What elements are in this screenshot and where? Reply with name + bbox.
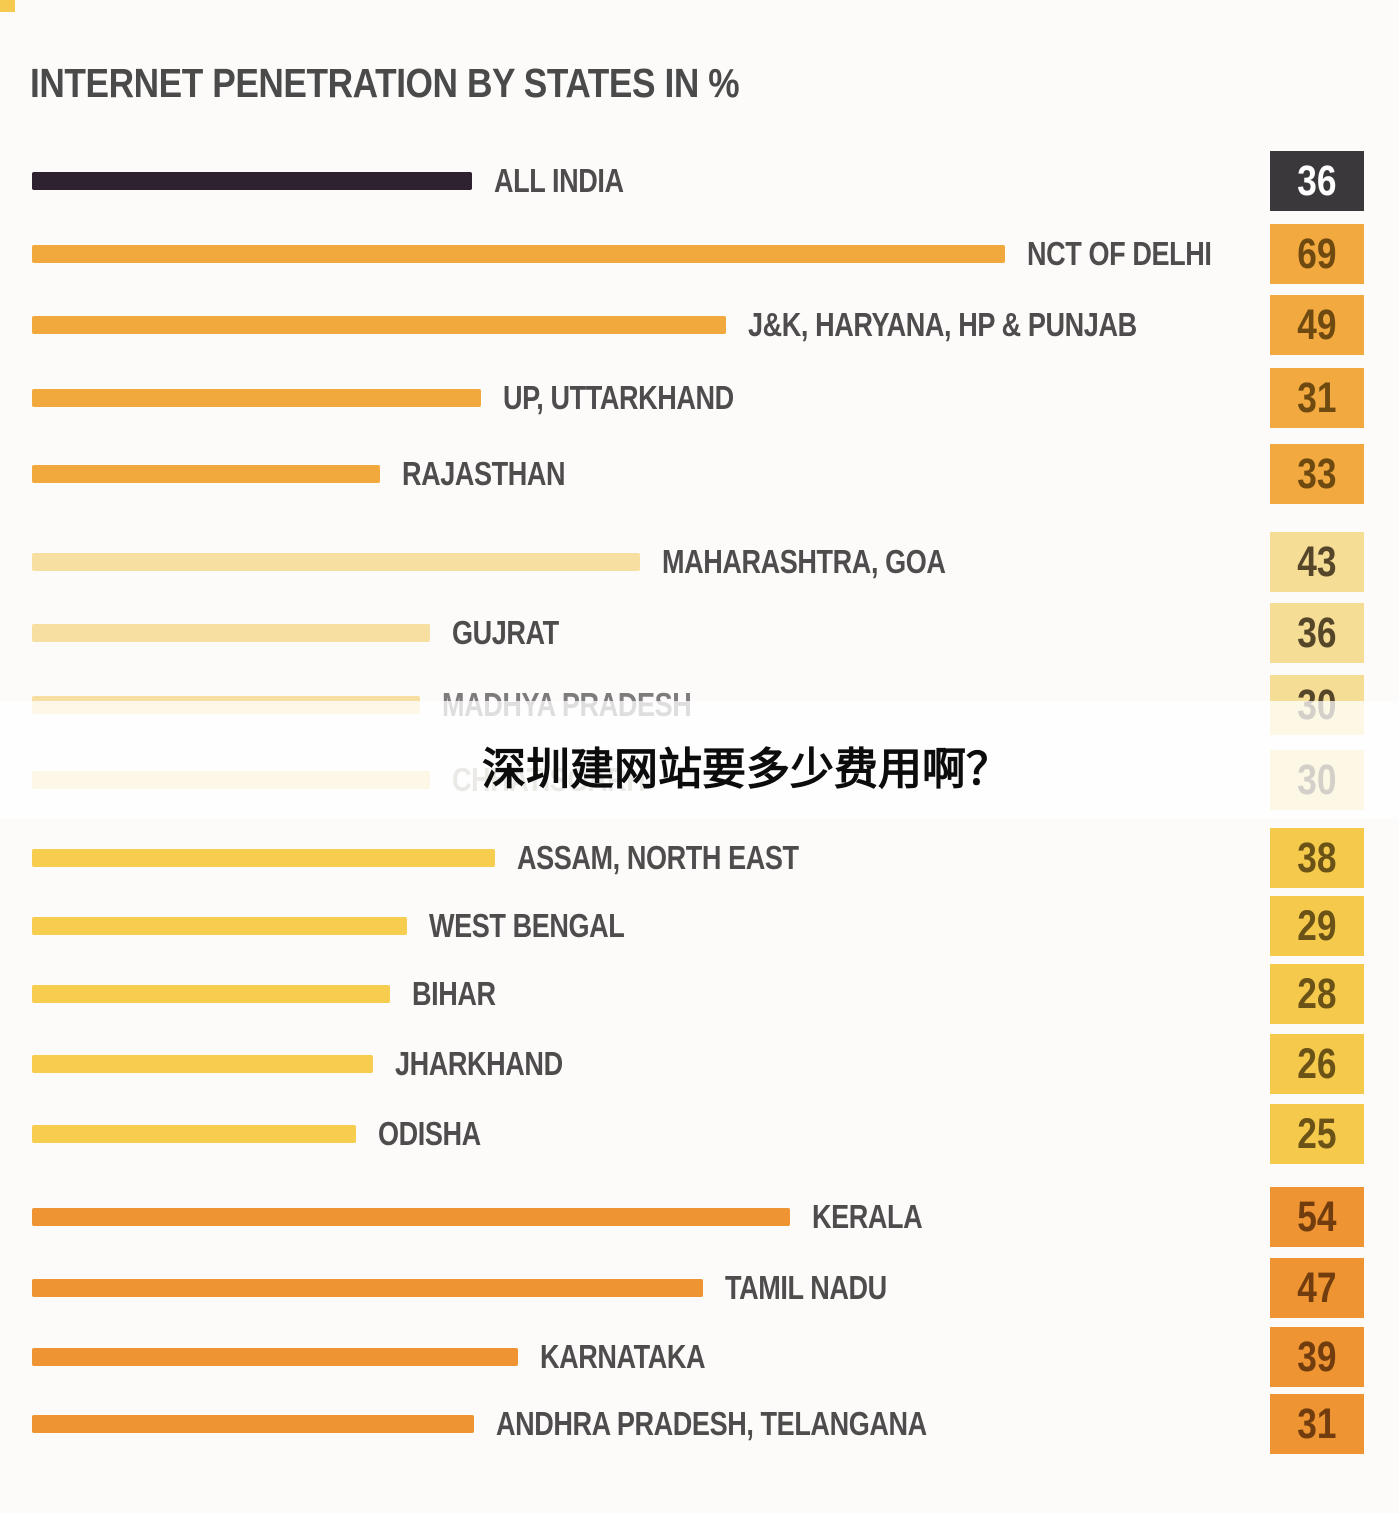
value-badge: 36	[1270, 603, 1364, 663]
value-badge: 28	[1270, 964, 1364, 1024]
state-label-text: ANDHRA PRADESH, TELANGANA	[496, 1405, 927, 1442]
state-label-text: ALL INDIA	[494, 162, 624, 199]
value-badge: 39	[1270, 1327, 1364, 1387]
state-bar	[32, 1348, 518, 1366]
value-badge: 31	[1270, 1394, 1364, 1454]
value-badge-number: 25	[1297, 1109, 1337, 1158]
state-label: KARNATAKA	[540, 1338, 741, 1376]
state-bar	[32, 624, 430, 642]
state-label: ODISHA	[378, 1115, 503, 1153]
state-label-text: J&K, HARYANA, HP & PUNJAB	[748, 306, 1137, 343]
state-label-text: ODISHA	[378, 1115, 481, 1152]
value-badge-number: 69	[1297, 229, 1337, 278]
state-bar	[32, 465, 380, 483]
state-bar	[32, 1125, 356, 1143]
value-badge: 31	[1270, 368, 1364, 428]
value-badge-number: 39	[1297, 1332, 1337, 1381]
value-badge: 38	[1270, 828, 1364, 888]
state-label-text: UP, UTTARKHAND	[503, 379, 734, 416]
state-bar	[32, 245, 1005, 263]
state-label-text: BIHAR	[412, 975, 496, 1012]
value-badge-number: 29	[1297, 901, 1337, 950]
value-badge-number: 36	[1297, 156, 1337, 205]
state-label-text: TAMIL NADU	[725, 1269, 887, 1306]
state-label: WEST BENGAL	[429, 907, 667, 945]
chart-title-text: INTERNET PENETRATION BY STATES IN %	[30, 60, 740, 106]
overlay-caption-text: 深圳建网站要多少费用啊？	[482, 745, 1010, 794]
state-label-text: ASSAM, NORTH EAST	[517, 839, 799, 876]
state-bar	[32, 917, 407, 935]
value-badge: 33	[1270, 444, 1364, 504]
value-badge-number: 31	[1297, 373, 1337, 422]
state-label-text: RAJASTHAN	[402, 455, 566, 492]
value-badge: 25	[1270, 1104, 1364, 1164]
state-bar	[32, 553, 640, 571]
chart-title: INTERNET PENETRATION BY STATES IN %	[30, 60, 855, 107]
state-label: MAHARASHTRA, GOA	[662, 543, 1008, 581]
value-badge-number: 49	[1297, 300, 1337, 349]
state-label: RAJASTHAN	[402, 455, 601, 493]
state-label: ASSAM, NORTH EAST	[517, 839, 861, 877]
value-badge-number: 28	[1297, 969, 1337, 1018]
state-label-text: KERALA	[812, 1198, 923, 1235]
state-label: ANDHRA PRADESH, TELANGANA	[496, 1405, 1021, 1443]
value-badge: 69	[1270, 224, 1364, 284]
value-badge-number: 26	[1297, 1039, 1337, 1088]
watermark-band: 深圳建网站要多少费用啊？	[0, 701, 1399, 819]
value-badge: 54	[1270, 1187, 1364, 1247]
value-badge-number: 31	[1297, 1399, 1337, 1448]
state-label: GUJRAT	[452, 614, 582, 652]
state-bar	[32, 172, 472, 190]
corner-yellow-mark	[0, 0, 15, 12]
state-label-text: NCT OF DELHI	[1027, 235, 1212, 272]
value-badge-number: 47	[1297, 1263, 1337, 1312]
value-badge-number: 38	[1297, 833, 1337, 882]
state-bar	[32, 1415, 474, 1433]
state-label-text: KARNATAKA	[540, 1338, 706, 1375]
state-bar	[32, 1055, 373, 1073]
state-bar	[32, 849, 495, 867]
state-label: JHARKHAND	[395, 1045, 600, 1083]
state-label-text: GUJRAT	[452, 614, 559, 651]
state-bar	[32, 1208, 790, 1226]
value-badge-number: 36	[1297, 608, 1337, 657]
value-badge: 26	[1270, 1034, 1364, 1094]
state-bar	[32, 316, 726, 334]
state-label: J&K, HARYANA, HP & PUNJAB	[748, 306, 1222, 344]
state-label: UP, UTTARKHAND	[503, 379, 784, 417]
state-label-text: WEST BENGAL	[429, 907, 625, 944]
state-bar	[32, 985, 390, 1003]
value-badge: 43	[1270, 532, 1364, 592]
value-badge: 49	[1270, 295, 1364, 355]
state-label-text: MAHARASHTRA, GOA	[662, 543, 946, 580]
state-label: BIHAR	[412, 975, 514, 1013]
value-badge: 29	[1270, 896, 1364, 956]
state-label: KERALA	[812, 1198, 947, 1236]
state-bar	[32, 389, 481, 407]
value-badge-number: 54	[1297, 1192, 1337, 1241]
value-badge-number: 43	[1297, 537, 1337, 586]
state-label-text: JHARKHAND	[395, 1045, 563, 1082]
value-badge: 36	[1270, 151, 1364, 211]
state-label: TAMIL NADU	[725, 1269, 922, 1307]
state-bar	[32, 1279, 703, 1297]
state-label: ALL INDIA	[494, 162, 652, 200]
value-badge: 47	[1270, 1258, 1364, 1318]
state-label: NCT OF DELHI	[1027, 235, 1252, 273]
value-badge-number: 33	[1297, 449, 1337, 498]
